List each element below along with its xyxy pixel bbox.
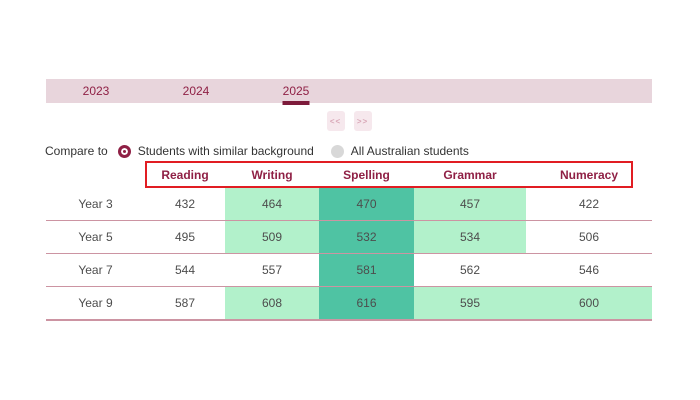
chevron-right-icon: >> [356, 116, 369, 126]
radio-option-label: Students with similar background [137, 144, 314, 158]
score-cell: 534 [414, 221, 526, 253]
pager: << >> [46, 111, 652, 131]
score-cell: 616 [319, 287, 414, 319]
chevron-left-icon: << [329, 116, 342, 126]
radio-option-all-australian[interactable]: All Australian students [330, 144, 469, 158]
compare-to-label: Compare to [45, 144, 108, 158]
score-cell: 432 [174, 197, 196, 211]
column-header-writing: Writing [251, 167, 293, 182]
pager-prev-button[interactable]: << [326, 111, 345, 131]
row-label: Year 5 [78, 230, 113, 244]
year-tab-bar: 2023 2024 2025 [46, 79, 652, 105]
row-label: Year 7 [78, 263, 113, 277]
results-table: Reading Writing Spelling Grammar Numerac… [46, 161, 652, 321]
score-cell: 422 [578, 197, 600, 211]
active-tab-underline [282, 101, 310, 105]
radio-option-similar-background[interactable]: Students with similar background [117, 144, 314, 158]
tab-label: 2023 [82, 84, 110, 98]
score-cell: 600 [526, 287, 652, 319]
tab-year-2025[interactable]: 2025 [246, 79, 346, 105]
score-cell: 506 [578, 230, 600, 244]
radio-option-label: All Australian students [350, 144, 469, 158]
tab-year-2023[interactable]: 2023 [46, 79, 146, 103]
column-header-reading: Reading [161, 167, 209, 182]
tab-label: 2024 [182, 84, 210, 98]
column-header-spelling: Spelling [343, 167, 390, 182]
column-header-grammar: Grammar [443, 167, 497, 182]
score-cell: 595 [414, 287, 526, 319]
score-cell: 587 [174, 296, 196, 310]
score-cell: 608 [225, 287, 319, 319]
radio-icon [117, 144, 131, 158]
column-header-numeracy: Numeracy [559, 167, 619, 182]
score-cell: 562 [459, 263, 481, 277]
table-row: Year 5 495 509 532 534 506 [46, 221, 652, 254]
tab-year-2024[interactable]: 2024 [146, 79, 246, 103]
score-cell: 470 [319, 188, 414, 220]
row-label: Year 9 [78, 296, 113, 310]
table-header-row[interactable]: Reading Writing Spelling Grammar Numerac… [46, 161, 652, 188]
row-label: Year 3 [78, 197, 113, 211]
score-cell: 464 [225, 188, 319, 220]
table-row: Year 7 544 557 581 562 546 [46, 254, 652, 287]
score-cell: 495 [174, 230, 196, 244]
radio-icon [330, 144, 344, 158]
score-cell: 581 [319, 254, 414, 286]
table-body: Year 3 432 464 470 457 422 Year 5 495 509 532 534 5… [46, 188, 652, 321]
pager-next-button[interactable]: >> [353, 111, 372, 131]
score-cell: 546 [578, 263, 600, 277]
table-row: Year 9 587 608 616 595 600 [46, 287, 652, 321]
row-label-header [46, 161, 145, 188]
score-cell: 509 [225, 221, 319, 253]
score-cell: 532 [319, 221, 414, 253]
score-cell: 544 [174, 263, 196, 277]
compare-to-group: Compare to Students with similar backgro… [45, 143, 486, 159]
score-cell: 457 [414, 188, 526, 220]
table-row: Year 3 432 464 470 457 422 [46, 188, 652, 221]
score-cell: 557 [261, 263, 283, 277]
tab-label: 2025 [282, 84, 310, 98]
